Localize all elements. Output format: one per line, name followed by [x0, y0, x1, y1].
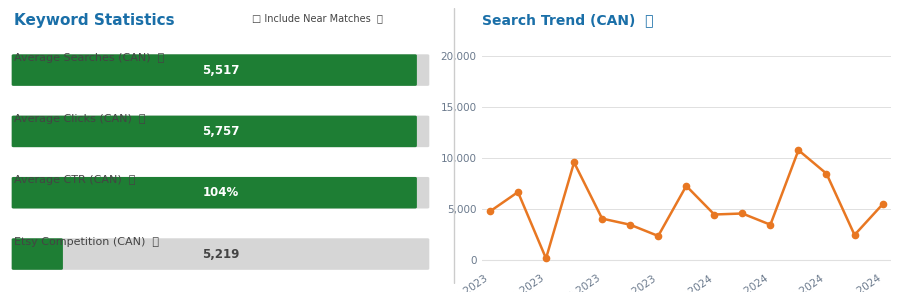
Text: 104%: 104%: [202, 186, 238, 199]
FancyBboxPatch shape: [12, 54, 417, 86]
Text: □ Include Near Matches  ⓘ: □ Include Near Matches ⓘ: [252, 13, 382, 23]
Text: 5,517: 5,517: [202, 64, 239, 77]
FancyBboxPatch shape: [12, 54, 429, 86]
Text: 5,219: 5,219: [202, 248, 239, 260]
FancyBboxPatch shape: [12, 238, 63, 270]
FancyBboxPatch shape: [12, 177, 429, 208]
Text: 5,757: 5,757: [202, 125, 239, 138]
Text: Average Searches (CAN)  ⓘ: Average Searches (CAN) ⓘ: [14, 53, 164, 62]
Text: Average Clicks (CAN)  ⓘ: Average Clicks (CAN) ⓘ: [14, 114, 145, 124]
FancyBboxPatch shape: [12, 116, 417, 147]
FancyBboxPatch shape: [12, 238, 429, 270]
Text: Etsy Competition (CAN)  ⓘ: Etsy Competition (CAN) ⓘ: [14, 237, 158, 246]
Text: Average CTR (CAN)  ⓘ: Average CTR (CAN) ⓘ: [14, 175, 135, 185]
FancyBboxPatch shape: [12, 177, 417, 208]
Text: Keyword Statistics: Keyword Statistics: [14, 13, 174, 28]
FancyBboxPatch shape: [12, 116, 429, 147]
Text: Search Trend (CAN)  ⓘ: Search Trend (CAN) ⓘ: [482, 13, 653, 27]
